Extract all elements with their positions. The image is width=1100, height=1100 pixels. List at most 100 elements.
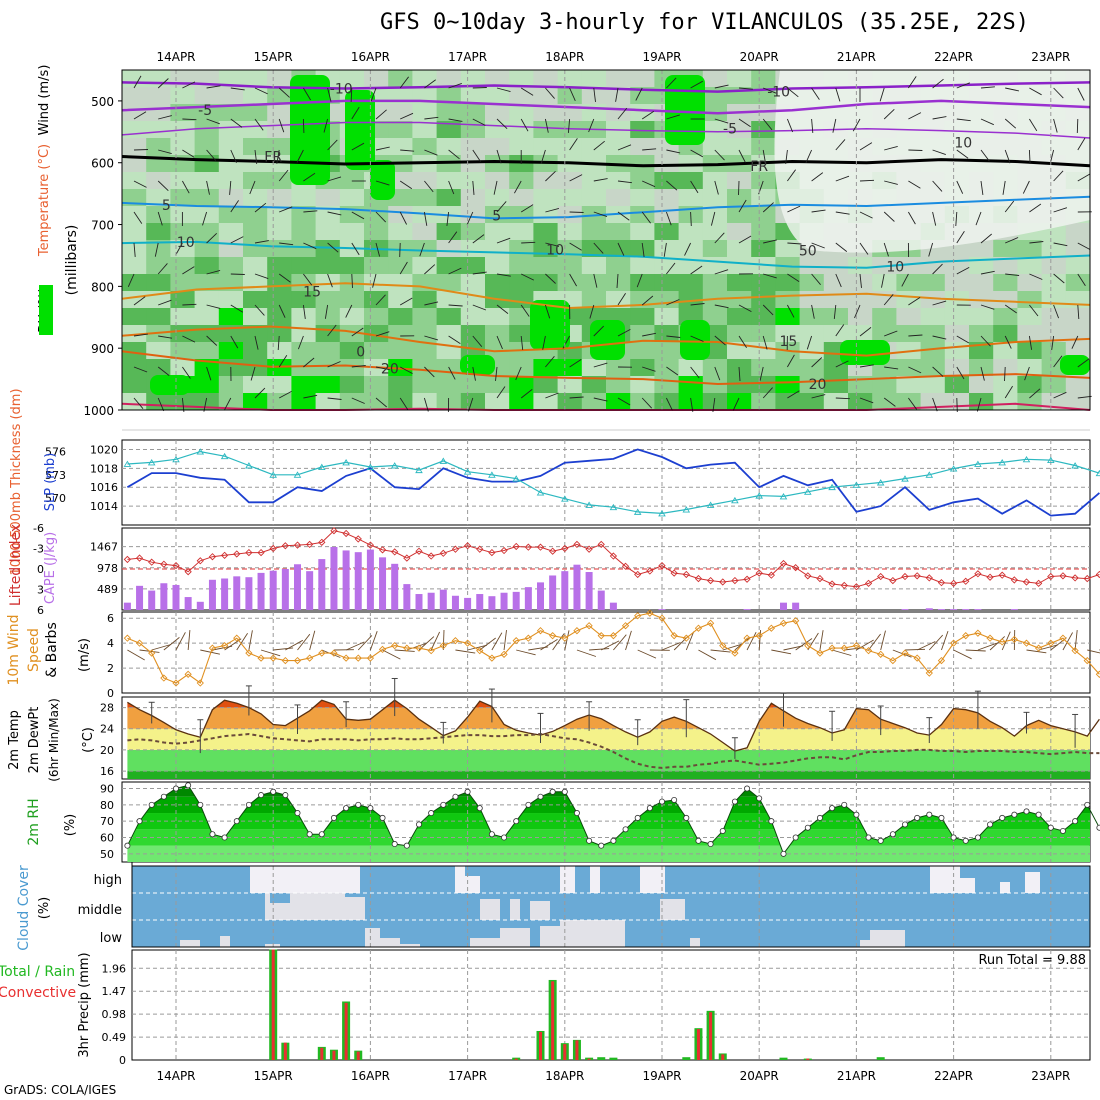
wind-barb	[324, 304, 329, 319]
wind-speed-point	[135, 639, 144, 647]
wind-barb	[859, 397, 874, 404]
rh-cell	[509, 308, 534, 326]
rh-field	[122, 70, 1091, 411]
rh-point	[804, 824, 811, 831]
wind-barb	[714, 335, 726, 346]
rh-cell	[751, 138, 776, 156]
wind-barb	[423, 397, 429, 412]
rh-point	[452, 793, 459, 800]
rh-cell	[267, 342, 292, 360]
rh-cell	[872, 325, 897, 343]
wind-barb	[883, 242, 889, 257]
wind-barb	[738, 335, 747, 348]
date-label-bottom: 18APR	[545, 1069, 584, 1083]
rh-cell	[702, 172, 728, 190]
lifted-index-point	[597, 540, 605, 549]
rh-cell	[944, 308, 970, 326]
wind-barb	[956, 267, 970, 275]
lifted-index-point	[962, 577, 970, 585]
rh-cell	[702, 274, 728, 292]
wind-barb	[424, 335, 439, 341]
lifted-index-point	[634, 570, 642, 579]
wind-speed-point	[974, 629, 982, 637]
wind-barb	[520, 389, 533, 399]
rh-cell	[896, 376, 922, 394]
wind-barb	[908, 297, 921, 306]
surface-wind-barb	[601, 640, 620, 651]
wind-barb	[666, 262, 676, 275]
rh-cell	[146, 121, 171, 139]
thickness-point	[318, 463, 326, 470]
label-barbs: & Barbs	[44, 622, 60, 678]
wind-speed-point	[293, 656, 302, 665]
cloud-clear-block	[540, 926, 560, 947]
rh-cell	[993, 257, 1018, 275]
pressure-tick: 600	[91, 157, 114, 171]
wind-barb	[279, 206, 293, 213]
contour-label: -10	[330, 82, 353, 98]
wind-speed-point	[184, 670, 192, 678]
rh-cell	[460, 70, 486, 88]
wind-barb	[884, 145, 898, 151]
rh-cell	[194, 206, 220, 224]
rh-cell	[509, 138, 534, 156]
rh-point	[464, 788, 471, 795]
wind-speed-point	[949, 639, 958, 647]
wind-barb	[1053, 304, 1060, 319]
wind-barb	[278, 304, 286, 318]
rh-cell	[606, 87, 631, 105]
rh-cell	[751, 325, 776, 343]
thickness-point	[463, 468, 472, 475]
wind-barb	[908, 76, 917, 89]
date-label-top: 19APR	[642, 50, 681, 64]
rh-cell	[243, 104, 268, 122]
wind-speed-point	[427, 646, 435, 655]
rh-cell	[436, 138, 462, 156]
surface-wind-barb	[941, 630, 949, 651]
wind-barb	[811, 304, 815, 319]
rh-point	[403, 842, 410, 849]
wind-barb	[641, 110, 655, 120]
wind-barb	[448, 231, 458, 244]
rh-cell	[630, 104, 655, 122]
surface-wind-barb	[430, 631, 441, 651]
cape-bar	[233, 576, 241, 610]
wind-barb	[327, 273, 333, 288]
rh-cell	[1017, 240, 1043, 258]
rh-cell	[581, 70, 607, 88]
wind-barb	[399, 180, 413, 190]
rh-point	[415, 821, 422, 828]
wind-speed-point	[828, 644, 836, 652]
label-thickness: 1000-500mb Thickness (dm)	[9, 388, 24, 575]
wind-barb	[327, 211, 342, 216]
wind-barb	[279, 242, 294, 246]
rh-cell	[606, 376, 631, 394]
rh-cell	[557, 206, 583, 224]
rh-cell	[896, 325, 922, 343]
cape-bar	[257, 572, 265, 610]
rh-cell	[654, 155, 680, 173]
wind-barb	[980, 335, 991, 347]
rh-cell	[122, 308, 147, 326]
wind-barb	[297, 335, 304, 350]
rh-cell	[630, 359, 655, 377]
surface-wind-barb	[746, 631, 757, 651]
rh-cell	[509, 121, 534, 139]
cape-bar	[488, 596, 496, 610]
label-temp-unit: (°C)	[81, 727, 96, 753]
wind-barb	[1051, 335, 1055, 350]
label-speed: Speed	[26, 628, 42, 672]
wind-barb	[133, 333, 148, 337]
wind-speed-point	[755, 632, 763, 640]
thickness-point	[1095, 469, 1100, 477]
rh-cell	[436, 240, 462, 258]
wind-barb	[569, 396, 584, 399]
wind-barb	[881, 273, 885, 288]
rh-cell	[388, 393, 413, 411]
pressure-tick: 1000	[83, 404, 114, 418]
rh-cell	[485, 376, 510, 394]
wind-barb	[472, 304, 487, 311]
rh-point	[513, 818, 520, 825]
pressure-tick: 800	[91, 280, 114, 294]
rh-cell	[606, 240, 631, 258]
